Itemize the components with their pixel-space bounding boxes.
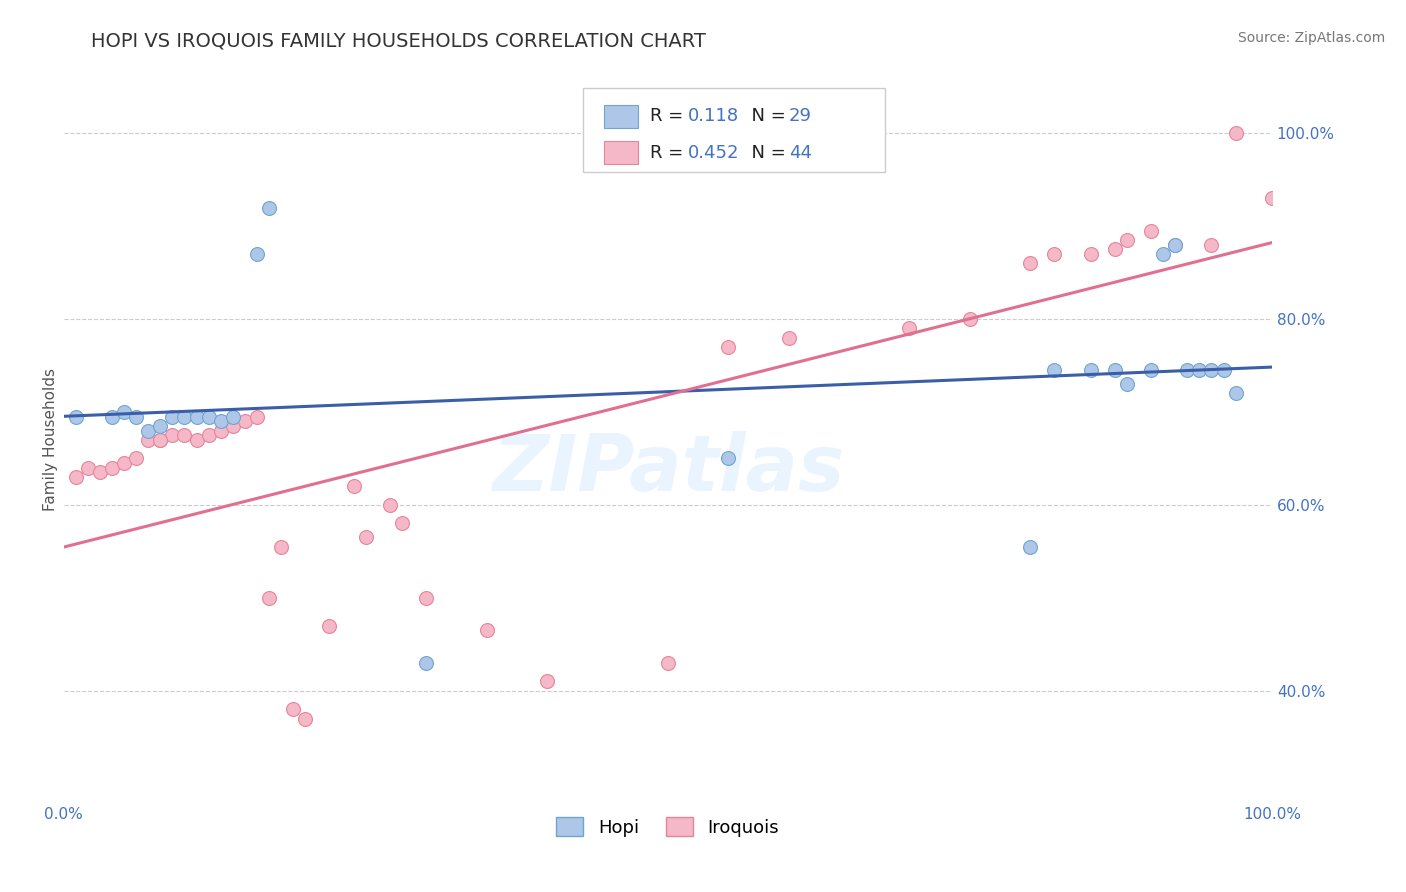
Point: [1019, 540, 1042, 554]
Point: [257, 201, 280, 215]
Point: [717, 340, 740, 354]
Point: [246, 247, 269, 261]
Point: [186, 433, 208, 447]
Point: [162, 428, 184, 442]
Point: [1225, 386, 1247, 401]
Point: [536, 674, 558, 689]
Text: Source: ZipAtlas.com: Source: ZipAtlas.com: [1237, 31, 1385, 45]
Point: [162, 409, 184, 424]
Point: [65, 470, 87, 484]
Point: [1019, 256, 1042, 270]
Point: [378, 498, 401, 512]
Point: [76, 460, 98, 475]
Text: N =: N =: [741, 107, 792, 125]
Point: [149, 418, 172, 433]
Y-axis label: Family Households: Family Households: [44, 368, 58, 511]
Point: [101, 409, 124, 424]
Point: [1043, 363, 1066, 377]
Point: [1212, 363, 1234, 377]
Point: [1201, 237, 1223, 252]
Text: ZIPatlas: ZIPatlas: [492, 431, 844, 507]
Point: [125, 451, 148, 466]
Point: [101, 460, 124, 475]
Point: [197, 428, 219, 442]
Point: [125, 409, 148, 424]
Point: [186, 409, 208, 424]
Text: R =: R =: [650, 107, 689, 125]
Point: [197, 409, 219, 424]
Point: [717, 451, 740, 466]
Point: [1140, 363, 1163, 377]
Point: [1261, 191, 1284, 205]
Point: [778, 331, 800, 345]
Point: [1188, 363, 1211, 377]
Text: 0.452: 0.452: [689, 144, 740, 161]
Point: [173, 428, 195, 442]
Point: [246, 409, 269, 424]
Point: [149, 433, 172, 447]
Point: [270, 540, 292, 554]
Point: [475, 624, 498, 638]
Text: 44: 44: [789, 144, 811, 161]
Text: 29: 29: [789, 107, 811, 125]
Point: [1080, 363, 1102, 377]
Text: HOPI VS IROQUOIS FAMILY HOUSEHOLDS CORRELATION CHART: HOPI VS IROQUOIS FAMILY HOUSEHOLDS CORRE…: [91, 31, 706, 50]
Text: 0.118: 0.118: [689, 107, 740, 125]
Point: [65, 409, 87, 424]
FancyBboxPatch shape: [603, 142, 637, 164]
Point: [1140, 224, 1163, 238]
Point: [959, 312, 981, 326]
Point: [1043, 247, 1066, 261]
Point: [354, 530, 377, 544]
Point: [415, 591, 437, 605]
Point: [1164, 237, 1187, 252]
Point: [1164, 237, 1187, 252]
Point: [233, 414, 256, 428]
Point: [173, 409, 195, 424]
Point: [657, 656, 679, 670]
Point: [391, 516, 413, 531]
Point: [1152, 247, 1174, 261]
Point: [415, 656, 437, 670]
Point: [149, 433, 172, 447]
Point: [112, 405, 135, 419]
Point: [318, 618, 340, 632]
Point: [283, 702, 305, 716]
Point: [112, 456, 135, 470]
Point: [1116, 377, 1139, 392]
Point: [294, 712, 316, 726]
Point: [898, 321, 921, 335]
Point: [222, 409, 245, 424]
Text: R =: R =: [650, 144, 689, 161]
Point: [1104, 243, 1126, 257]
Point: [1201, 363, 1223, 377]
Point: [1104, 363, 1126, 377]
Point: [136, 433, 159, 447]
Point: [222, 418, 245, 433]
Point: [257, 591, 280, 605]
Point: [89, 466, 111, 480]
Point: [343, 479, 366, 493]
Point: [1225, 126, 1247, 140]
FancyBboxPatch shape: [603, 105, 637, 128]
Point: [209, 414, 232, 428]
Point: [136, 424, 159, 438]
Point: [1175, 363, 1198, 377]
FancyBboxPatch shape: [583, 88, 886, 171]
Point: [1080, 247, 1102, 261]
Point: [1116, 233, 1139, 247]
Point: [209, 424, 232, 438]
Legend: Hopi, Iroquois: Hopi, Iroquois: [550, 810, 786, 844]
Text: N =: N =: [741, 144, 792, 161]
